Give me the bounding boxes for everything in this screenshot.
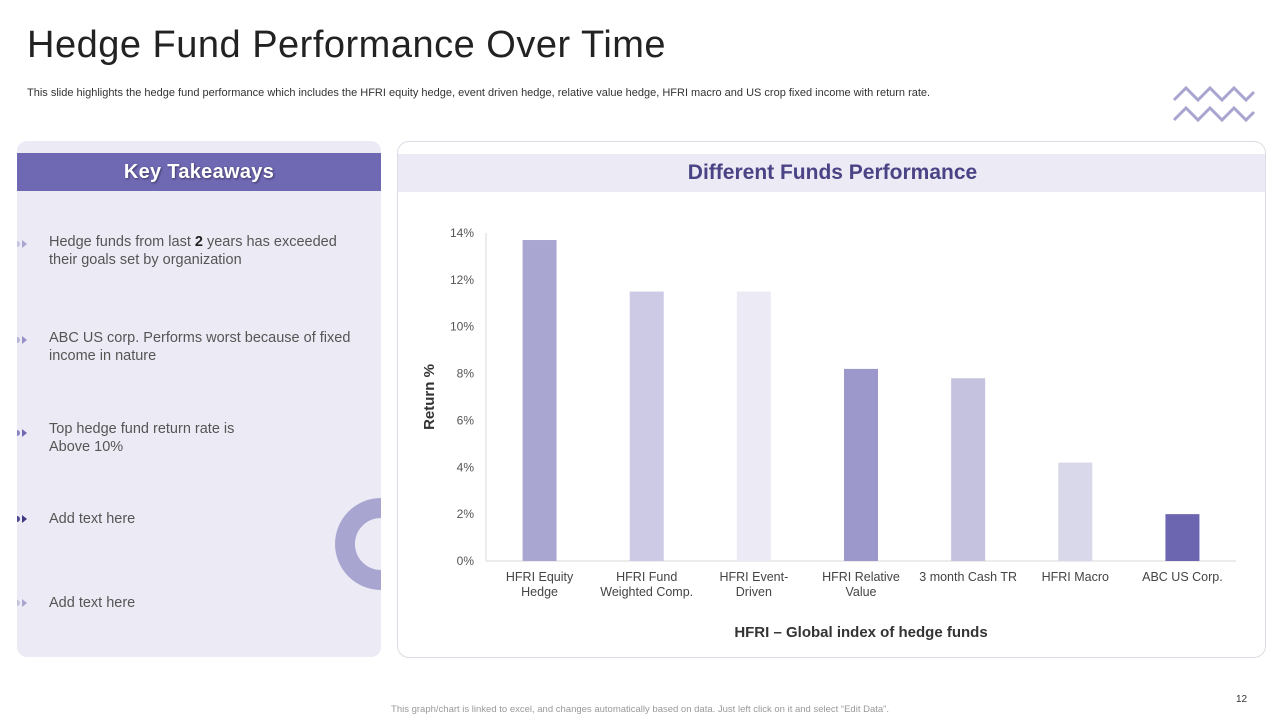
bullet-arrow-icon bbox=[17, 599, 27, 607]
y-tick-label: 12% bbox=[450, 273, 474, 287]
page-number: 12 bbox=[1236, 694, 1248, 705]
bullet-arrow-icon bbox=[17, 429, 27, 437]
takeaway-text: Add text here bbox=[49, 511, 136, 527]
bar bbox=[522, 240, 557, 561]
x-tick-label: Value bbox=[845, 585, 876, 599]
chart-header: Different Funds Performance bbox=[398, 154, 1265, 192]
x-tick-label: HFRI Fund bbox=[616, 570, 677, 584]
bar bbox=[951, 378, 986, 561]
y-tick-label: 4% bbox=[457, 460, 475, 474]
y-axis-title: Return % bbox=[421, 364, 438, 430]
y-tick-label: 14% bbox=[450, 226, 474, 240]
x-tick-label: Driven bbox=[736, 585, 772, 599]
x-tick-label: HFRI Event- bbox=[719, 570, 788, 584]
x-tick-label: HFRI Macro bbox=[1042, 570, 1109, 584]
bullet-arrow-icon bbox=[17, 336, 27, 344]
key-takeaways-header: Key Takeaways bbox=[17, 153, 381, 191]
slide-title: Hedge Fund Performance Over Time bbox=[27, 24, 667, 66]
bar bbox=[736, 291, 771, 561]
x-tick-label: 3 month Cash TR bbox=[919, 570, 1017, 584]
x-tick-label: ABC US Corp. bbox=[1142, 570, 1223, 584]
takeaway-text: Hedge funds from last 2 years has exceed… bbox=[49, 234, 337, 268]
x-tick-label: HFRI Relative bbox=[822, 570, 900, 584]
zigzag-decoration-icon bbox=[1172, 85, 1256, 123]
slide-subtitle: This slide highlights the hedge fund per… bbox=[27, 87, 931, 99]
y-tick-label: 6% bbox=[457, 413, 475, 427]
key-takeaways-panel: Key Takeaways Hedge funds from last 2 ye… bbox=[17, 141, 381, 657]
x-tick-label: HFRI Equity bbox=[506, 570, 574, 584]
x-axis-title: HFRI – Global index of hedge funds bbox=[734, 624, 987, 641]
x-tick-label: Hedge bbox=[521, 585, 558, 599]
key-takeaways-title: Key Takeaways bbox=[123, 160, 275, 183]
takeaway-text: ABC US corp. Performs worst because of f… bbox=[49, 330, 351, 364]
y-tick-label: 2% bbox=[457, 507, 475, 521]
bar bbox=[1165, 514, 1200, 561]
bullet-arrow-icon bbox=[17, 240, 27, 248]
bullet-arrow-icon bbox=[17, 515, 27, 523]
takeaway-text: Add text here bbox=[49, 595, 136, 611]
takeaway-text: Top hedge fund return rate is Above 10% bbox=[49, 421, 235, 455]
chart-panel: Different Funds Performance 0% 2% 4% 6% 8% 10… bbox=[397, 141, 1266, 658]
bar bbox=[629, 291, 664, 561]
x-tick-label: Weighted Comp. bbox=[600, 585, 693, 599]
y-tick-label: 10% bbox=[450, 320, 474, 334]
footer-note: This graph/chart is linked to excel, and… bbox=[391, 704, 889, 715]
bar bbox=[1058, 462, 1093, 561]
y-tick-label: 8% bbox=[457, 367, 475, 381]
bar bbox=[844, 368, 878, 561]
y-tick-label: 0% bbox=[457, 554, 475, 568]
chart-title: Different Funds Performance bbox=[687, 161, 978, 184]
